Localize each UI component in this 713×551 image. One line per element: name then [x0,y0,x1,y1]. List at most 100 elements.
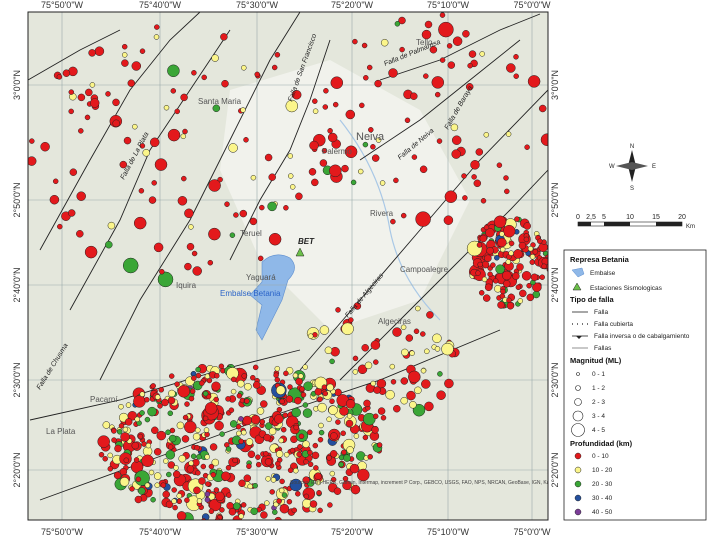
magnitude-symbol [576,372,580,376]
event-symbol [204,497,211,503]
event-symbol [188,395,195,402]
river [339,119,441,321]
event-symbol [211,381,221,392]
event-symbol [76,191,86,201]
event-symbol [285,99,299,113]
event-symbol [307,461,314,468]
event-symbol [238,479,246,488]
event-symbol [443,215,454,225]
event-symbol [311,451,320,460]
event-symbol [219,507,225,513]
event-symbol [439,57,446,63]
event-symbol [370,340,381,350]
event-symbol [326,383,334,392]
event-symbol [163,458,169,464]
event-symbol [529,259,536,265]
event-symbol [174,108,180,115]
legend-item: Estaciones Sismologicas [590,285,663,292]
event-symbol [434,346,441,352]
event-symbol [494,255,500,261]
seismic-events [28,12,548,520]
scale-unit: Km [686,224,695,230]
event-symbol [499,231,505,237]
event-symbol [232,502,241,510]
event-symbol [226,492,232,498]
event-symbol [240,107,246,113]
event-symbol [89,82,96,88]
event-symbol [322,390,329,397]
event-symbol [493,215,507,229]
event-symbol [398,16,406,25]
event-symbol [408,370,421,384]
event-symbol [478,290,485,296]
event-symbol [131,61,142,71]
event-symbol [228,407,235,413]
event-symbol [122,257,139,274]
event-symbol [289,184,296,190]
depth-symbol [574,494,582,502]
event-symbol [524,144,530,150]
event-symbol [419,165,428,174]
event-symbol [154,394,161,400]
event-symbol [242,415,252,426]
event-symbol [121,52,128,58]
event-symbol [400,212,407,219]
event-symbol [240,502,247,508]
event-symbol [327,128,333,134]
event-symbol [275,460,281,467]
event-symbol [541,263,547,270]
reservoir [249,254,295,341]
event-symbol [154,158,168,171]
event-symbol [302,402,309,408]
event-symbol [204,491,211,497]
event-symbol [363,75,369,81]
event-symbol [260,511,268,519]
legend-item: 0 - 1 [592,371,605,378]
event-symbol [189,388,196,395]
event-symbol [191,375,197,381]
lon-labels: 75°50'0"W 75°40'0"W 75°30'0"W 75°20'0"W … [41,0,551,537]
event-symbol [161,398,169,407]
event-symbol [346,413,353,419]
event-symbol [467,62,473,69]
event-symbol [259,419,266,425]
event-symbol [302,476,310,484]
event-symbol [282,412,289,419]
event-symbol [195,427,201,433]
event-symbol [211,458,220,467]
event-symbol [329,450,338,458]
event-symbol [434,91,441,98]
event-symbol [264,500,270,506]
magnitude-symbol [572,410,584,422]
event-symbol [283,370,289,377]
event-symbol [228,508,237,516]
event-symbol [202,390,209,397]
event-symbol [380,38,389,47]
event-symbol [102,421,111,429]
event-symbol [243,137,249,143]
event-symbol [202,415,209,422]
scale-label: 15 [652,214,660,221]
event-symbol [159,268,165,275]
event-symbol [341,164,349,173]
event-symbol [221,471,231,481]
event-symbol [468,50,477,58]
event-symbol [174,381,180,387]
event-symbol [286,498,293,505]
event-symbol [287,173,294,179]
event-symbol [518,241,527,250]
event-symbol [484,254,492,263]
event-symbol [278,487,285,494]
event-symbol [250,507,258,516]
event-symbol [307,449,313,456]
event-symbol [421,379,431,389]
reservoir-label: Embalse Betania [220,289,281,298]
event-symbol [415,305,421,312]
event-symbol [225,396,231,402]
event-symbol [476,242,483,248]
event-symbol [505,259,512,265]
lat-label: 2°20'0"N [550,452,560,487]
event-symbol [293,424,299,431]
event-symbol [196,498,203,504]
event-symbol [400,324,407,331]
